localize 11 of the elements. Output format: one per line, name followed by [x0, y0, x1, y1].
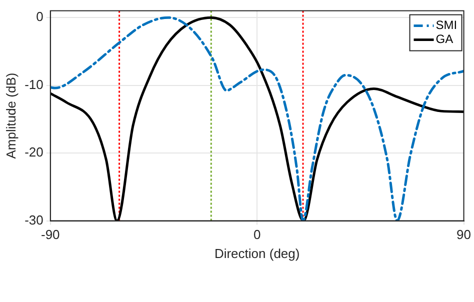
y-axis-title: Amplitude (dB) [3, 72, 18, 159]
x-tick-label: 90 [456, 227, 472, 242]
y-tick-label: -10 [24, 76, 44, 92]
y-tick-label: -20 [24, 144, 44, 160]
x-tick-label: 0 [253, 227, 261, 242]
legend-label: GA [436, 32, 454, 46]
y-tick-label: -30 [24, 212, 44, 228]
legend-label: SMI [436, 18, 458, 32]
x-axis-title: Direction (deg) [214, 246, 300, 261]
x-tick-label: -90 [40, 227, 60, 242]
y-tick-label: 0 [36, 9, 44, 24]
